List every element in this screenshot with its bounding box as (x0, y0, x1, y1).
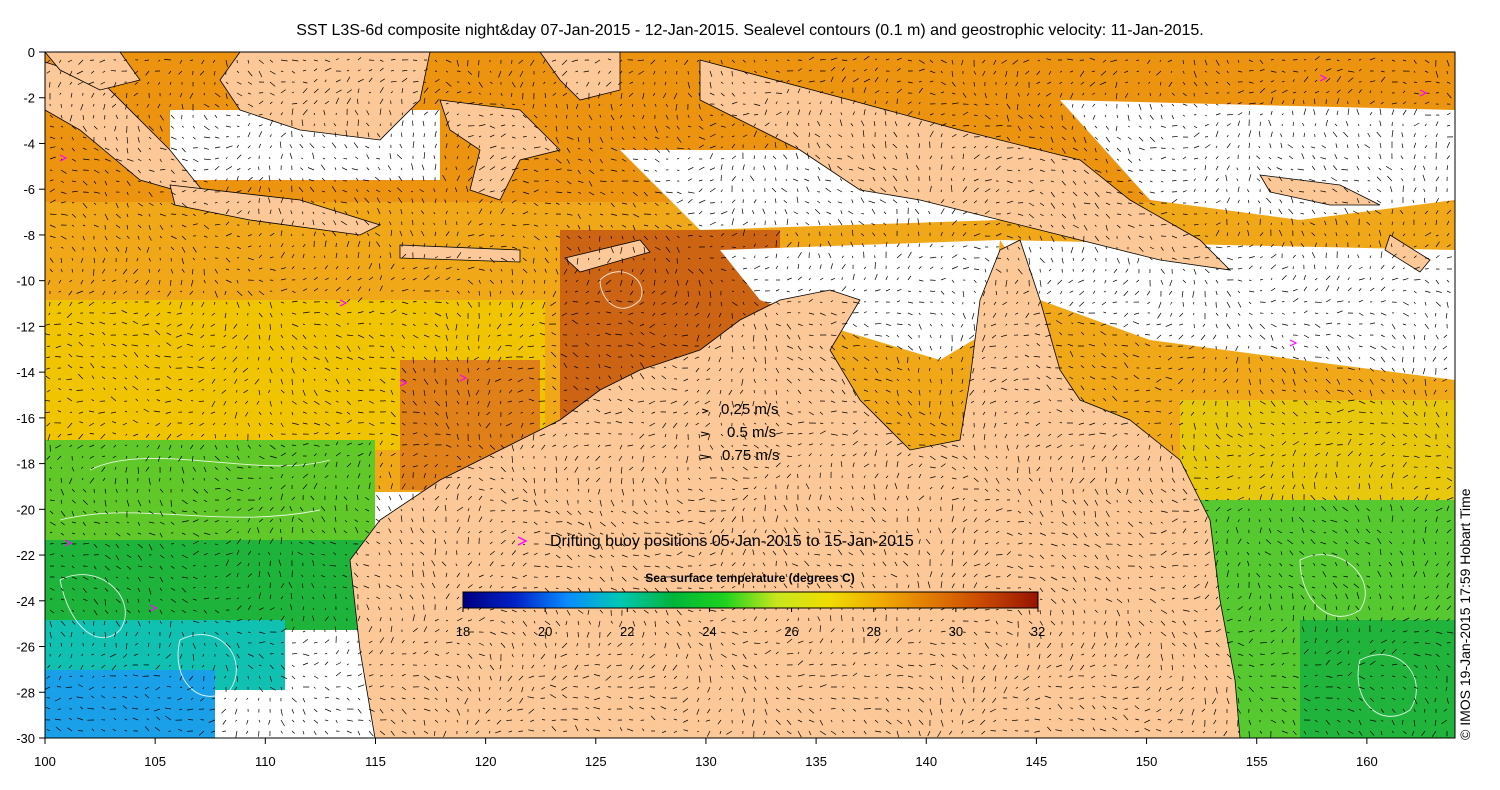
land-timor (564, 239, 651, 273)
y-tick-label: -2 (23, 91, 35, 106)
sst-east-deepgreen (1300, 620, 1455, 738)
y-tick-label: -6 (23, 182, 35, 197)
x-tick-label: 105 (144, 754, 166, 769)
x-tick-label: 150 (1136, 754, 1158, 769)
x-tick-label: 130 (695, 754, 717, 769)
buoy-legend: Drifting buoy positions 05-Jan-2015 to 1… (517, 533, 914, 550)
colorbar-tick-label: 18 (456, 624, 470, 639)
land-java (169, 184, 382, 236)
land-new-guinea (699, 59, 1232, 271)
x-tick-label: 125 (585, 754, 607, 769)
no-data-coral-sea (1000, 240, 1455, 380)
colorbar-tick-label: 22 (620, 624, 634, 639)
sst-west-deepgreen (45, 540, 375, 630)
y-axis: 0 -2 -4 -6 -8 -10 -12 -14 -16 -18 -20 -22 -24 -26 -28 -… (16, 45, 45, 746)
x-tick-label: 135 (805, 754, 827, 769)
sst-east-yellow (1180, 400, 1455, 510)
velocity-arrows (45, 55, 1454, 738)
buoy-markers (59, 74, 1428, 612)
y-tick-label: -30 (16, 731, 35, 746)
colorbar-tick-label: 30 (949, 624, 963, 639)
land-borneo (219, 52, 431, 141)
land-bougainville (1384, 234, 1431, 273)
sealevel-contours (59, 271, 1417, 717)
y-tick-label: -24 (16, 594, 35, 609)
velocity-legend-label: 0.5 m/s (727, 424, 776, 441)
colorbar-gradient (462, 591, 1039, 609)
buoy-marker (459, 374, 468, 382)
velocity-legend-arrow (699, 454, 711, 460)
y-tick-label: -8 (23, 228, 35, 243)
colorbar-title: Sea surface temperature (degrees C) (645, 571, 854, 585)
velocity-legend: 0.25 m/s 0.5 m/s 0.75 m/s (699, 401, 780, 464)
y-tick-label: -22 (16, 548, 35, 563)
sst-southwest-blue (45, 670, 215, 738)
buoy-marker (1319, 74, 1328, 82)
buoy-marker (339, 299, 348, 307)
y-tick-label: -4 (23, 136, 35, 151)
buoy-legend-marker (517, 536, 528, 546)
land-sulawesi (439, 99, 561, 201)
land-new-britain (1259, 174, 1381, 206)
x-tick-label: 160 (1356, 754, 1378, 769)
plot-frame (44, 51, 1456, 739)
x-tick-label: 155 (1246, 754, 1268, 769)
colorbar-tick-label: 20 (538, 624, 552, 639)
x-tick-label: 145 (1026, 754, 1048, 769)
x-tick-label: 100 (34, 754, 56, 769)
velocity-field (45, 55, 1454, 738)
buoy-marker (399, 379, 408, 387)
land-halmahera (539, 52, 621, 101)
colorbar-ticks: 18 20 22 24 26 28 30 32 (456, 608, 1045, 639)
x-tick-label: 110 (255, 754, 276, 769)
y-tick-label: -26 (16, 640, 35, 655)
velocity-legend-label: 0.25 m/s (721, 401, 779, 418)
colorbar-tick-label: 26 (784, 624, 798, 639)
y-tick-label: -20 (16, 502, 35, 517)
buoy-marker (1289, 339, 1298, 347)
map-title: SST L3S-6d composite night&day 07-Jan-20… (296, 22, 1204, 39)
velocity-legend-label: 0.75 m/s (722, 447, 780, 464)
x-tick-label: 120 (475, 754, 497, 769)
y-tick-label: -16 (16, 411, 35, 426)
buoy-marker (1419, 89, 1428, 97)
y-tick-label: -10 (16, 274, 35, 289)
y-tick-label: 0 (28, 45, 35, 60)
y-tick-label: -18 (16, 457, 35, 472)
buoy-marker (64, 539, 73, 547)
buoy-marker (59, 154, 68, 162)
y-tick-label: -28 (16, 685, 35, 700)
credit-label: © IMOS 19-Jan-2015 17:59 Hobart Time (1457, 488, 1473, 740)
buoy-marker (149, 604, 158, 612)
colorbar-tick-label: 32 (1031, 624, 1045, 639)
land-australia (349, 239, 1241, 738)
y-tick-label: -14 (16, 365, 35, 380)
colorbar-tick-label: 24 (702, 624, 716, 639)
velocity-legend-arrow (702, 408, 710, 414)
y-tick-label: -12 (16, 319, 35, 334)
colorbar: Sea surface temperature (degrees C) 18 20… (456, 571, 1045, 639)
x-tick-label: 115 (365, 754, 386, 769)
x-tick-label: 140 (915, 754, 937, 769)
x-axis: 100 105 110 115 120 125 130 135 140 145 150 155 160 (34, 738, 1378, 769)
no-data-bismarck (1060, 100, 1455, 220)
colorbar-tick-label: 28 (866, 624, 880, 639)
buoy-legend-label: Drifting buoy positions 05-Jan-2015 to 1… (550, 533, 914, 550)
map-plot-area (45, 52, 1455, 738)
velocity-legend-arrow (700, 431, 710, 437)
